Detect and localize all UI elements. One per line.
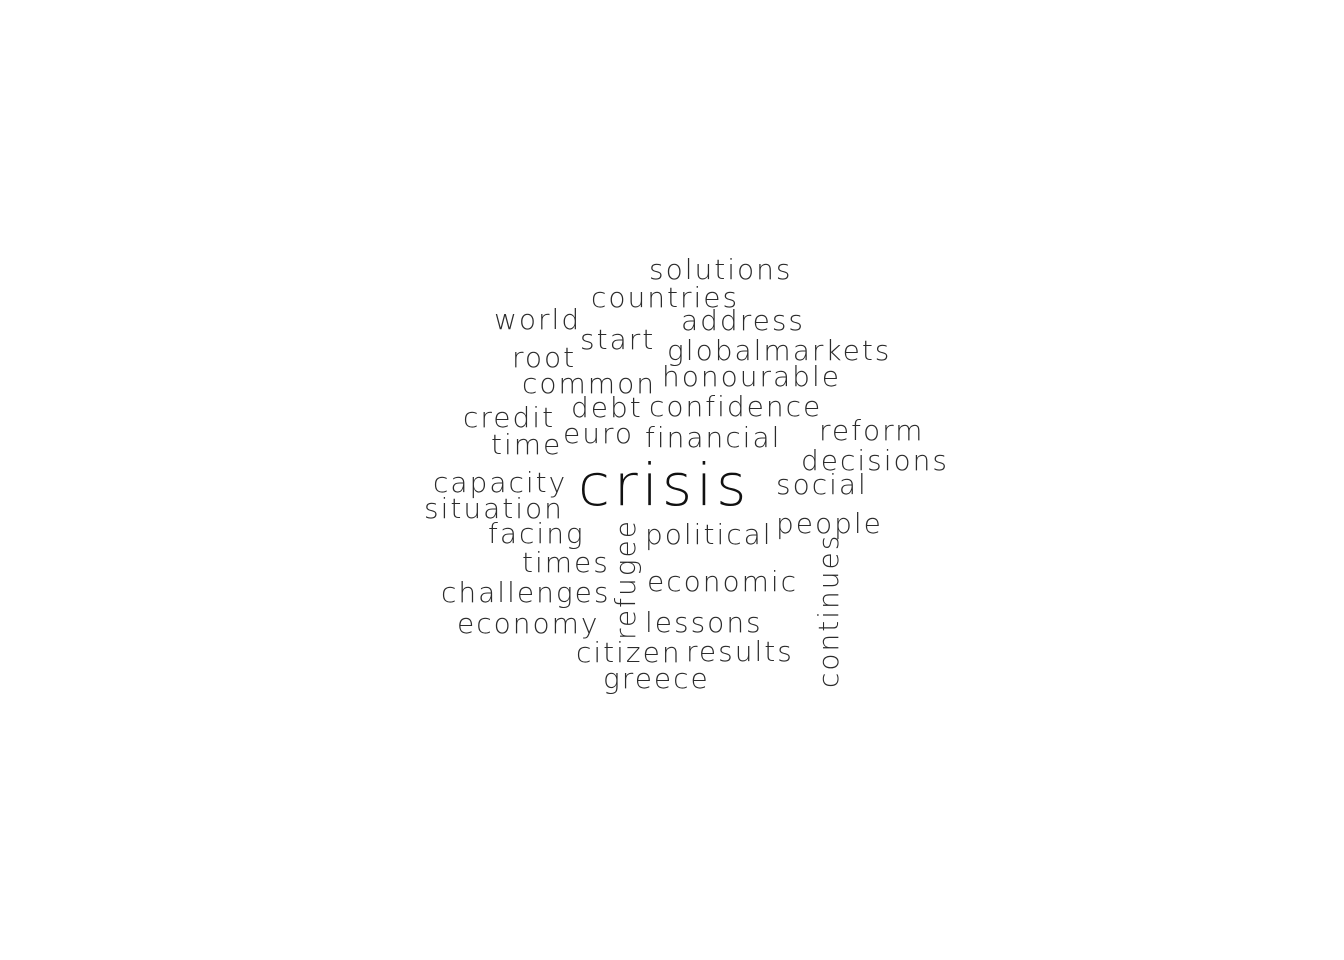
word-honourable: honourable [662, 360, 841, 393]
word-lessons: lessons [645, 606, 763, 639]
word-times: times [522, 546, 610, 579]
word-facing: facing [488, 517, 585, 550]
word-world: world [494, 303, 582, 336]
word-capacity: capacity [433, 466, 568, 499]
word-greece: greece [603, 662, 710, 695]
word-root: root [512, 341, 577, 374]
word-solutions: solutions [649, 253, 793, 286]
word-political: political [645, 518, 773, 551]
word-start: start [580, 323, 656, 356]
word-confidence: confidence [649, 390, 823, 423]
word-euro: euro [563, 417, 634, 450]
word-countries: countries [591, 281, 740, 314]
word-financial: financial [645, 421, 782, 454]
word-globalmarkets: globalmarkets [667, 334, 892, 367]
word-economy: economy [457, 607, 600, 640]
word-time: time [491, 428, 563, 461]
word-citizen: citizen [576, 636, 682, 669]
word-people: people [776, 507, 883, 540]
word-economic: economic [647, 565, 799, 598]
word-situation: situation [424, 492, 564, 525]
word-results: results [686, 635, 794, 668]
word-social: social [776, 468, 868, 501]
word-address: address [681, 304, 806, 337]
word-common: common [522, 367, 656, 400]
word-refugee: refugee [609, 519, 642, 640]
word-debt: debt [571, 391, 643, 424]
word-decisions: decisions [801, 444, 950, 477]
word-credit: credit [463, 401, 556, 434]
word-reform: reform [819, 414, 925, 447]
word-continues: continues [812, 533, 845, 688]
word-crisis: crisis [578, 451, 751, 519]
word-challenges: challenges [441, 576, 611, 609]
